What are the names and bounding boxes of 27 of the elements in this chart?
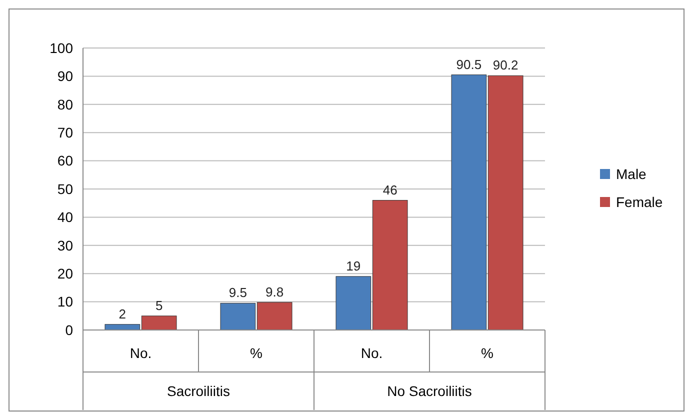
data-label: 5 [155,298,163,313]
data-label: 19 [346,258,361,274]
x-tick-label: % [481,345,494,361]
data-label: 9.5 [228,285,247,300]
y-tick-label: 20 [57,266,74,282]
x-tick-label: No. [360,345,383,361]
x-tick-label: % [250,345,262,361]
y-tick-label: 80 [57,96,74,112]
data-label: 2 [118,306,126,322]
text: No Sacroiliitis [387,383,472,399]
y-tick-label: 90 [57,68,74,84]
text: Sacroiliitis [166,383,230,399]
y-tick-label: 50 [57,180,74,197]
y-tick-label: 30 [57,237,74,254]
y-tick-label: 100 [50,40,74,56]
data-label: 90.5 [456,56,482,72]
y-tick-label: 60 [57,152,74,169]
data-label: 46 [382,182,398,198]
y-tick-label: 70 [57,124,74,140]
legend-label: Male [616,166,647,182]
y-tick-label: 40 [57,209,74,226]
data-label: 9.8 [266,284,284,300]
data-label: 90.2 [492,58,518,73]
y-tick-label: 10 [57,294,74,310]
x-tick-label: No. [130,345,152,361]
legend-label: Female [616,194,663,210]
y-tick-label: 0 [65,322,74,338]
